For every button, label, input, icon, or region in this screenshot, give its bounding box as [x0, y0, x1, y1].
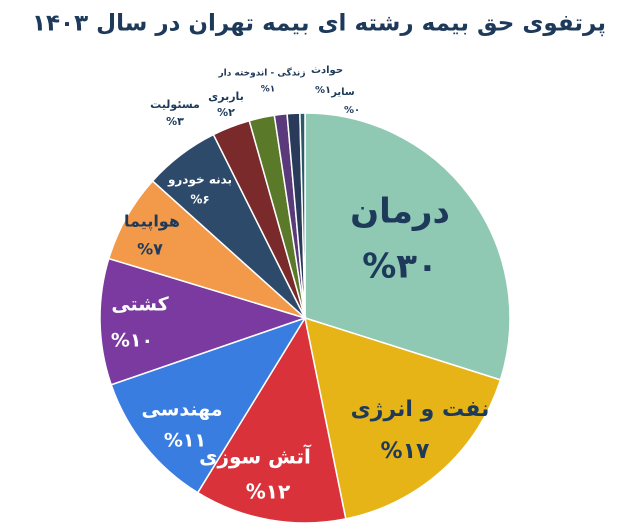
pie-slice — [304, 112, 511, 381]
value-label: %۱۰ — [111, 330, 153, 352]
value-label: %۰ — [344, 105, 360, 116]
slice-label: باربری — [208, 90, 244, 103]
slice-label: مسئولیت — [150, 98, 200, 111]
pie-slice — [304, 316, 502, 520]
slice-label: زندگی - اندوخته دار — [218, 67, 306, 79]
value-label: %۲ — [217, 106, 235, 119]
value-label: %۳ — [166, 115, 184, 128]
value-label: %۷ — [137, 240, 163, 259]
pie-slice — [299, 112, 306, 319]
pie-slice — [99, 257, 308, 386]
chart-title: پرتفوی حق بیمه رشته ای بیمه تهران در سال… — [32, 11, 606, 37]
slice-label: هواپیما — [124, 212, 180, 232]
slice-label: درمان — [350, 192, 450, 232]
value-label: %۶ — [190, 193, 209, 207]
value-label: %۱۷ — [381, 439, 430, 464]
slice-label: مهندسی — [142, 399, 223, 421]
pie-slice — [196, 315, 347, 524]
slice-label: کشتی — [111, 294, 169, 316]
value-label: %۱۱ — [164, 430, 206, 452]
pie-slice — [110, 316, 307, 494]
slice-label: سایر — [330, 87, 355, 98]
slice-label: حوادث — [311, 65, 343, 76]
slice-label: بدنه خودرو — [167, 173, 232, 188]
value-label: %۱۲ — [246, 480, 290, 504]
value-label: %۳۰ — [362, 247, 438, 287]
slice-label: نفت و انرژی — [351, 397, 490, 422]
value-label: %۱ — [315, 85, 331, 96]
value-label: %۱ — [261, 85, 276, 95]
slice-label: آتش سوزی — [199, 444, 312, 469]
